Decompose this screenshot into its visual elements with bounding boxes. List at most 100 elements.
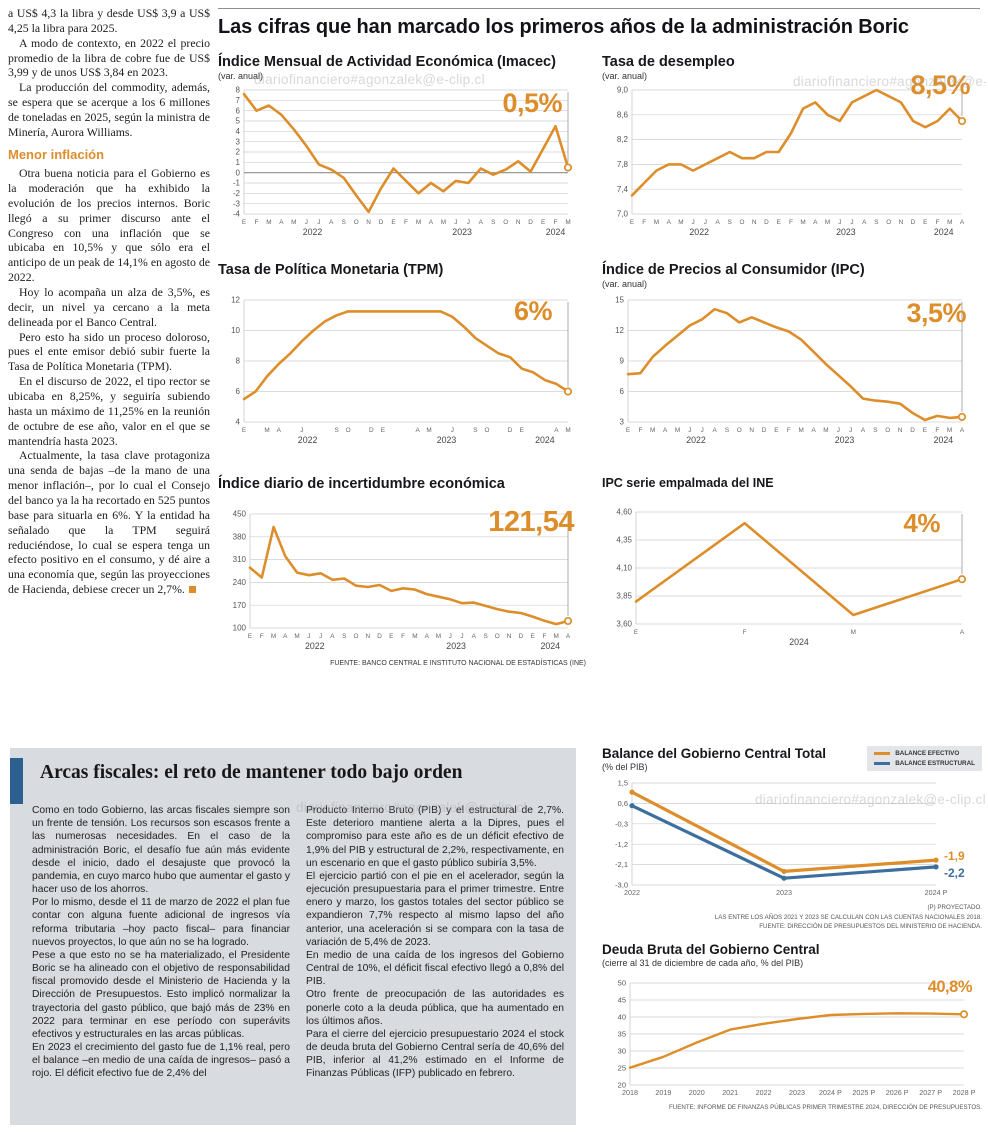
chart-title: Tasa de desempleo (602, 54, 735, 70)
x-tick-label: J (691, 219, 694, 226)
paragraph: Otro frente de preocupación de las autor… (306, 989, 564, 1027)
balance-title-block: Balance del Gobierno Central Total (% de… (602, 746, 826, 775)
series-line (242, 310, 570, 401)
end-marker (957, 116, 967, 126)
x-tick-label: E (626, 427, 630, 434)
x-tick-label: A (960, 219, 965, 226)
x-tick-label: F (642, 219, 646, 226)
x-tick-label: M (650, 427, 655, 434)
x-tick-label: A (861, 427, 866, 434)
x-tick-label: A (960, 427, 965, 434)
chart-balance: Balance del Gobierno Central Total (% de… (602, 746, 982, 932)
chart-subtitle: (cierre al 31 de diciembre de cada año, … (602, 958, 804, 968)
x-tick-label: J (317, 219, 320, 226)
x-tick-label: M (851, 629, 856, 636)
x-tick-label: M (416, 219, 421, 226)
x-tick-label: M (654, 219, 659, 226)
y-tick-label: 6 (236, 387, 241, 396)
ipc-ine-plot: 4,60 4,35 4,10 3,85 3,60E F M A 2024 (616, 508, 967, 647)
fiscal-headline: Arcas fiscales: el reto de mantener todo… (40, 762, 463, 783)
y-tick-label: 3 (620, 418, 625, 427)
main-headline: Las cifras que han marcado los primeros … (218, 16, 909, 38)
x-tick-label: E (391, 219, 395, 226)
imacec-callout: 0,5% (502, 88, 562, 118)
y-tick-label: 240 (233, 578, 247, 587)
chart-desempleo: Tasa de desempleo (var. anual) 9,0 8,6 8,2… (602, 54, 980, 240)
y-tick-label: 30 (618, 1047, 626, 1056)
y-tick-label: 15 (615, 296, 624, 305)
x-tick-label: O (495, 633, 500, 640)
y-tick-label: 7,4 (617, 185, 629, 194)
x-tick-label: N (749, 427, 754, 434)
x-tick-label: E (541, 219, 545, 226)
paragraph: En medio de una caída de los ingresos de… (306, 949, 564, 988)
tpm-callout: 6% (513, 296, 553, 326)
x-tick-label: M (436, 633, 441, 640)
chart-title: Tasa de Política Monetaria (TPM) (218, 262, 444, 278)
fiscal-columns: Como en todo Gobierno, las arcas fiscale… (32, 804, 564, 1119)
y-tick-label: 8,2 (617, 135, 629, 144)
y-tick-label: 4 (236, 418, 241, 427)
legend-item-estructural: BALANCE ESTRUCTURAL (874, 760, 975, 767)
x-tick-label: O (485, 427, 490, 434)
y-tick-label: 0 (236, 168, 241, 177)
x-tick-label: D (379, 219, 384, 226)
x-tick-label: 2022 (756, 1088, 772, 1097)
incertidumbre-callout: 121,54 (488, 506, 574, 538)
y-tick-label: -2,1 (615, 860, 628, 869)
year-label: 2024 (546, 227, 566, 237)
paragraph: a US$ 4,3 la libra y desde US$ 3,9 a US$… (8, 6, 210, 35)
x-tick-label: E (923, 219, 927, 226)
chart-ipc-ine: IPC serie empalmada del INE 4,60 4,35 4,10… (602, 476, 980, 648)
y-tick-label: -3,0 (615, 881, 628, 890)
x-tick-label: O (737, 427, 742, 434)
x-tick-label: M (291, 219, 296, 226)
x-tick-label: M (554, 633, 559, 640)
year-label: 2022 (689, 227, 709, 237)
left-article-top-paragraphs: a US$ 4,3 la libra y desde US$ 3,9 a US$… (8, 6, 210, 140)
x-tick-label: E (242, 219, 246, 226)
x-tick-label: M (294, 633, 299, 640)
x-tick-label: N (752, 219, 757, 226)
x-tick-label: D (528, 219, 533, 226)
x-tick-label: S (342, 219, 346, 226)
x-tick-label: E (531, 633, 535, 640)
y-tick-label: 9 (620, 357, 625, 366)
x-tick-label: N (366, 219, 371, 226)
deuda-source: FUENTE: INFORME DE FINANZAS PÚBLICAS PRI… (602, 1103, 982, 1113)
chart-subtitle: (var. anual) (602, 71, 648, 81)
chart-ipc: Índice de Precios al Consumidor (IPC) (v… (602, 262, 980, 448)
year-label: 2024 (934, 435, 954, 445)
x-tick-label: F (935, 427, 939, 434)
x-tick-label: S (334, 427, 338, 434)
x-tick-label: J (300, 427, 303, 434)
end-marker (563, 387, 573, 396)
x-tick-label: J (850, 219, 853, 226)
ipc-ine-callout: 4% (903, 508, 940, 538)
y-tick-label: 45 (618, 996, 626, 1005)
note-cuentas-nacionales: LAS ENTRE LOS AÑOS 2021 Y 2023 SE CALCUL… (714, 913, 982, 921)
x-tick-label: D (911, 219, 916, 226)
x-tick-label: M (823, 427, 828, 434)
x-tick-label: S (491, 219, 495, 226)
series-line (248, 525, 570, 626)
y-tick-label: 12 (231, 296, 240, 305)
x-tick-label: A (425, 633, 430, 640)
x-tick-label: D (508, 427, 513, 434)
paragraph: En el discurso de 2022, el tipo rector s… (8, 374, 210, 448)
x-tick-label: M (271, 633, 276, 640)
x-tick-label: A (429, 219, 434, 226)
end-marker (957, 575, 967, 584)
legend-swatch-efectivo (874, 752, 891, 755)
y-tick-label: 7,0 (617, 210, 629, 219)
series-line (242, 92, 570, 214)
x-tick-label: M (825, 219, 830, 226)
legend-item-efectivo: BALANCE EFECTIVO (874, 750, 975, 757)
y-tick-label: 6 (620, 387, 625, 396)
x-tick-label: 2024 P (925, 888, 948, 897)
y-tick-label: 310 (233, 555, 247, 564)
series-line (630, 790, 938, 874)
